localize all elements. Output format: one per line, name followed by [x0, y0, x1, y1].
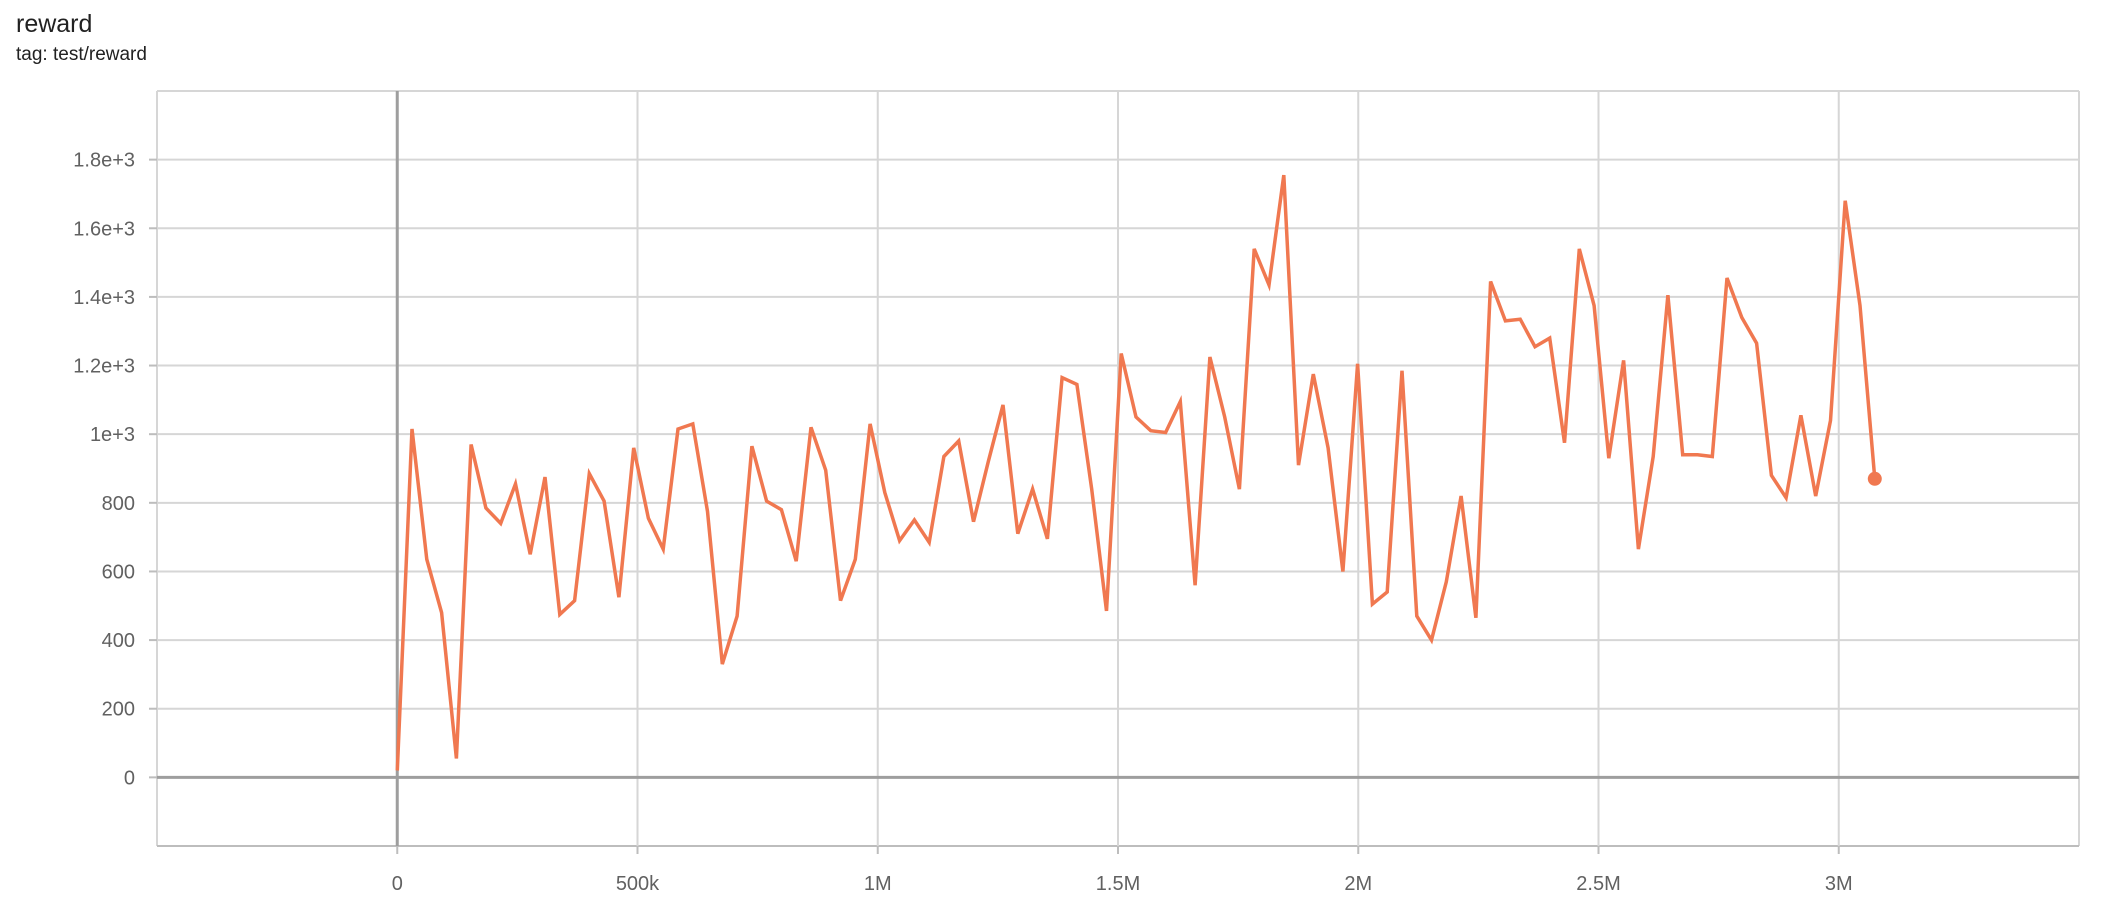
- x-tick-label: 2.5M: [1576, 873, 1620, 895]
- y-tick-label: 1.8e+3: [73, 150, 135, 172]
- y-tick-label: 1.4e+3: [73, 287, 135, 309]
- chart-title: reward: [16, 10, 93, 38]
- x-tick-label: 1.5M: [1096, 873, 1140, 895]
- y-tick-label: 1.2e+3: [73, 356, 135, 378]
- last-data-point: [1867, 471, 1882, 486]
- chart-tag: tag: test/reward: [16, 44, 147, 65]
- series-line: [395, 174, 1877, 771]
- series: [395, 174, 1882, 771]
- x-tick-label: 3M: [1825, 873, 1853, 895]
- x-tick-label: 0: [392, 873, 403, 895]
- x-tick-label: 2M: [1344, 873, 1372, 895]
- y-tick-label: 1.6e+3: [73, 218, 135, 240]
- y-tick-label: 0: [124, 767, 135, 789]
- axes: [157, 91, 2079, 846]
- tick-labels: 0 500k 1M 1.5M 2M 2.5M 3M 0 200 400 600 800 1e+3 1.2e…: [73, 150, 1852, 895]
- x-tick-label: 1M: [864, 873, 892, 895]
- y-tick-label: 400: [102, 630, 135, 652]
- y-tick-label: 1e+3: [90, 424, 135, 446]
- y-tick-label: 200: [102, 699, 135, 721]
- x-tick-label: 500k: [616, 873, 660, 895]
- y-tick-label: 800: [102, 493, 135, 515]
- y-tick-label: 600: [102, 561, 135, 583]
